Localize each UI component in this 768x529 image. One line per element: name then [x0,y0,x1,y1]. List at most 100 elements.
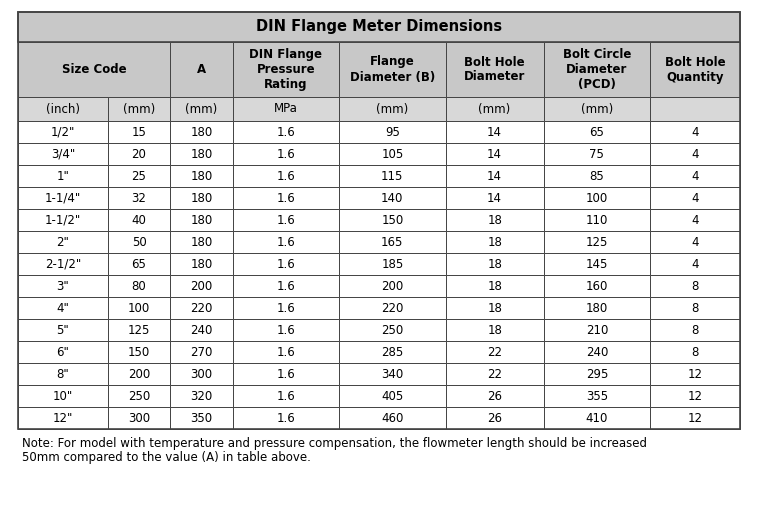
Bar [544,407,650,429]
Bar [18,187,108,209]
Text: 2": 2" [57,235,69,249]
Bar [108,253,170,275]
Bar [108,297,170,319]
Bar [544,143,650,165]
Bar [339,97,445,121]
Text: 50mm compared to the value (A) in table above.: 50mm compared to the value (A) in table … [22,451,311,463]
Text: 100: 100 [128,302,151,315]
Text: 200: 200 [128,368,151,380]
Bar [445,363,544,385]
Text: A: A [197,63,206,76]
Bar [233,165,339,187]
Text: 4: 4 [691,235,699,249]
Text: 95: 95 [385,125,400,139]
Text: 32: 32 [131,191,147,205]
Text: 8: 8 [691,302,699,315]
Text: 1/2": 1/2" [51,125,75,139]
Bar [445,42,544,97]
Text: 25: 25 [131,169,147,183]
Text: Bolt Hole
Quantity: Bolt Hole Quantity [665,56,726,84]
Text: 180: 180 [190,125,213,139]
Bar [18,297,108,319]
Text: 210: 210 [586,324,608,336]
Bar [108,363,170,385]
Text: 220: 220 [381,302,403,315]
Bar [108,275,170,297]
Text: 14: 14 [487,148,502,160]
Text: 220: 220 [190,302,213,315]
Bar [650,297,740,319]
Text: 410: 410 [586,412,608,424]
Text: 1.6: 1.6 [276,191,295,205]
Text: MPa: MPa [274,103,298,115]
Text: 65: 65 [590,125,604,139]
Text: (mm): (mm) [478,103,511,115]
Bar [233,97,339,121]
Text: 125: 125 [586,235,608,249]
Bar [544,42,650,97]
Text: 1.6: 1.6 [276,389,295,403]
Bar [339,407,445,429]
Text: 4": 4" [57,302,69,315]
Bar [233,275,339,297]
Bar [233,121,339,143]
Bar [170,231,233,253]
Text: 200: 200 [381,279,403,293]
Text: 115: 115 [381,169,403,183]
Text: 300: 300 [128,412,150,424]
Bar [339,253,445,275]
Bar [339,363,445,385]
Text: Flange
Diameter (B): Flange Diameter (B) [349,56,435,84]
Bar [170,253,233,275]
Bar [233,363,339,385]
Bar [18,385,108,407]
Text: 18: 18 [487,258,502,270]
Text: 1.6: 1.6 [276,412,295,424]
Bar [650,275,740,297]
Bar [445,165,544,187]
Text: 12: 12 [687,368,703,380]
Bar [544,187,650,209]
Text: 18: 18 [487,302,502,315]
Text: 180: 180 [190,235,213,249]
Bar [650,97,740,121]
Bar [18,12,740,42]
Bar [445,385,544,407]
Text: 65: 65 [131,258,147,270]
Text: 4: 4 [691,125,699,139]
Bar [445,319,544,341]
Bar [544,97,650,121]
Text: 240: 240 [190,324,213,336]
Bar [18,231,108,253]
Bar [650,209,740,231]
Bar [233,407,339,429]
Bar [339,231,445,253]
Bar [445,143,544,165]
Text: 1-1/2": 1-1/2" [45,214,81,226]
Bar [544,297,650,319]
Bar [108,97,170,121]
Text: 22: 22 [487,368,502,380]
Text: 14: 14 [487,169,502,183]
Bar [108,341,170,363]
Text: 350: 350 [190,412,213,424]
Text: 1.6: 1.6 [276,345,295,359]
Text: 1.6: 1.6 [276,368,295,380]
Text: 8": 8" [57,368,69,380]
Bar [445,407,544,429]
Text: 75: 75 [590,148,604,160]
Text: 1.6: 1.6 [276,235,295,249]
Bar [445,121,544,143]
Bar [18,363,108,385]
Bar [233,42,339,97]
Text: 285: 285 [381,345,403,359]
Text: 4: 4 [691,214,699,226]
Bar [170,407,233,429]
Bar [650,165,740,187]
Bar [18,97,108,121]
Bar [170,275,233,297]
Text: 10": 10" [53,389,73,403]
Text: 180: 180 [190,169,213,183]
Text: 165: 165 [381,235,403,249]
Text: 40: 40 [131,214,147,226]
